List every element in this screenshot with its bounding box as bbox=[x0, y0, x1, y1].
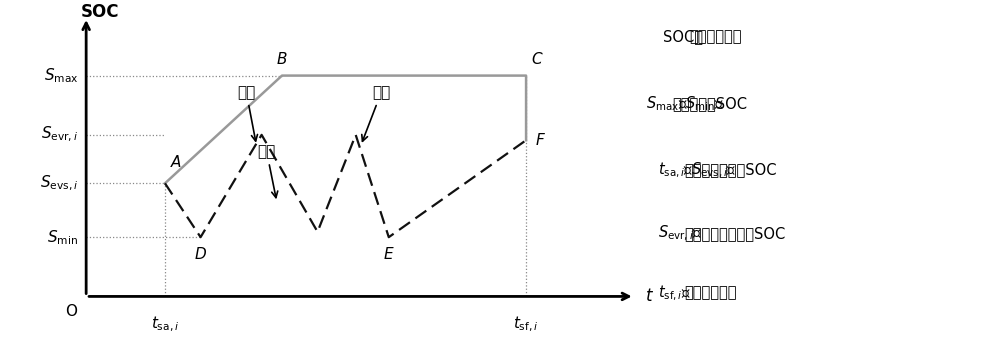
Text: $t_{\mathrm{sa},i}$: $t_{\mathrm{sa},i}$ bbox=[151, 315, 179, 334]
Text: $t_{\mathrm{sf},i}$: $t_{\mathrm{sf},i}$ bbox=[513, 315, 539, 334]
Text: SOC：: SOC： bbox=[663, 30, 703, 45]
Text: E: E bbox=[384, 247, 394, 262]
Text: 电池荷电状态: 电池荷电状态 bbox=[689, 30, 742, 45]
Text: D: D bbox=[195, 247, 206, 262]
Text: $S_{\mathrm{max}}$: $S_{\mathrm{max}}$ bbox=[44, 66, 78, 85]
Text: $t_{\mathrm{sf},i}$：: $t_{\mathrm{sf},i}$： bbox=[658, 284, 690, 303]
Text: 空闲: 空闲 bbox=[258, 144, 278, 198]
Text: $S_{\mathrm{evr},i}$: $S_{\mathrm{evr},i}$ bbox=[41, 125, 78, 144]
Text: $t$: $t$ bbox=[645, 287, 654, 305]
Text: 充电: 充电 bbox=[237, 85, 258, 141]
Text: F: F bbox=[536, 133, 545, 148]
Text: $S_{\mathrm{min}}$: $S_{\mathrm{min}}$ bbox=[47, 228, 78, 246]
Text: 离开电网时刻: 离开电网时刻 bbox=[684, 286, 737, 301]
Text: 电动汽车出行需求SOC: 电动汽车出行需求SOC bbox=[684, 226, 786, 241]
Text: $S_{\mathrm{max}}$、$S_{\mathrm{min}}$：: $S_{\mathrm{max}}$、$S_{\mathrm{min}}$： bbox=[646, 94, 724, 113]
Text: B: B bbox=[277, 52, 287, 67]
Text: C: C bbox=[531, 52, 542, 67]
Text: A: A bbox=[171, 155, 181, 170]
Text: O: O bbox=[65, 304, 77, 319]
Text: 接入电网时刻和SOC: 接入电网时刻和SOC bbox=[684, 163, 777, 177]
Text: $t_{\mathrm{sa},i}$、$S_{\mathrm{evs},i}$：: $t_{\mathrm{sa},i}$、$S_{\mathrm{evs},i}$… bbox=[658, 160, 736, 180]
Text: SOC: SOC bbox=[81, 3, 120, 21]
Text: 最大和最小SOC: 最大和最小SOC bbox=[673, 96, 748, 111]
Text: $S_{\mathrm{evs},i}$: $S_{\mathrm{evs},i}$ bbox=[40, 174, 78, 193]
Text: 放电: 放电 bbox=[362, 85, 390, 141]
Text: $S_{\mathrm{evr},i}$：: $S_{\mathrm{evr},i}$： bbox=[658, 224, 702, 243]
